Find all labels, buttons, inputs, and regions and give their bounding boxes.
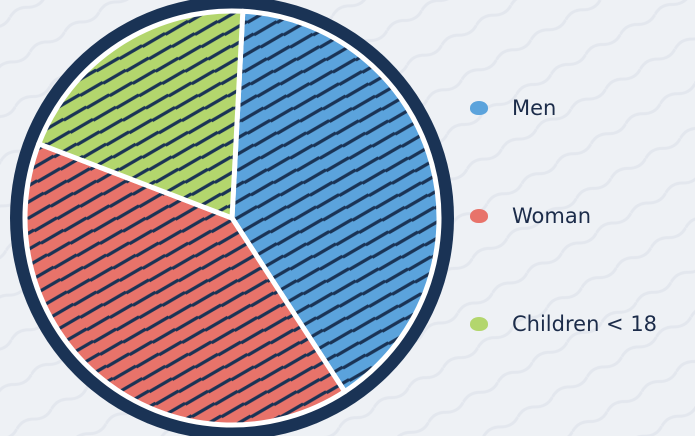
legend-item-woman: Woman — [470, 200, 657, 232]
legend-swatch — [470, 101, 488, 115]
legend-label: Men — [512, 96, 557, 120]
legend: Men Woman Children < 18 — [470, 92, 657, 416]
legend-label: Children < 18 — [512, 312, 658, 336]
legend-swatch — [470, 317, 488, 331]
legend-item-children: Children < 18 — [470, 308, 657, 340]
pie-inner-ring — [23, 9, 441, 427]
legend-label: Woman — [512, 204, 592, 228]
legend-swatch — [470, 209, 488, 223]
legend-item-men: Men — [470, 92, 657, 124]
